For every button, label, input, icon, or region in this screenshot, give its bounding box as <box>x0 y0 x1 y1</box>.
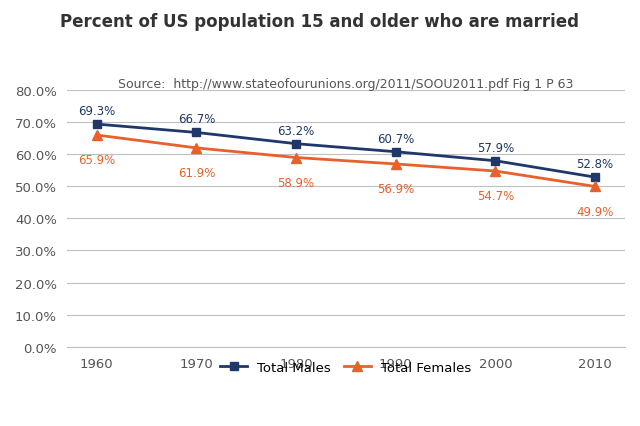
Total Females <box>591 184 599 190</box>
Text: 52.8%: 52.8% <box>577 158 614 171</box>
Text: 66.7%: 66.7% <box>178 113 215 126</box>
Total Females <box>492 169 499 174</box>
Total Males <box>193 130 200 135</box>
Text: 54.7%: 54.7% <box>477 190 514 203</box>
Total Males <box>591 175 599 180</box>
Legend: Total Males, Total Females: Total Males, Total Females <box>215 356 477 379</box>
Text: 65.9%: 65.9% <box>78 154 115 167</box>
Total Males <box>492 159 499 164</box>
Text: 57.9%: 57.9% <box>477 141 514 155</box>
Text: 63.2%: 63.2% <box>277 124 315 138</box>
Text: 56.9%: 56.9% <box>377 183 414 196</box>
Text: 49.9%: 49.9% <box>577 205 614 218</box>
Total Females <box>93 133 100 138</box>
Text: 69.3%: 69.3% <box>78 105 115 118</box>
Total Females <box>392 162 399 167</box>
Total Females <box>193 146 200 151</box>
Total Males <box>93 122 100 127</box>
Text: 61.9%: 61.9% <box>178 167 215 179</box>
Text: 60.7%: 60.7% <box>377 132 414 145</box>
Total Males <box>392 150 399 155</box>
Text: Percent of US population 15 and older who are married: Percent of US population 15 and older wh… <box>61 13 579 31</box>
Line: Total Females: Total Females <box>92 131 600 192</box>
Line: Total Males: Total Males <box>92 121 599 182</box>
Text: 58.9%: 58.9% <box>278 176 315 189</box>
Total Males <box>292 142 300 147</box>
Total Females <box>292 155 300 161</box>
Title: Source:  http://www.stateofourunions.org/2011/SOOU2011.pdf Fig 1 P 63: Source: http://www.stateofourunions.org/… <box>118 78 573 91</box>
